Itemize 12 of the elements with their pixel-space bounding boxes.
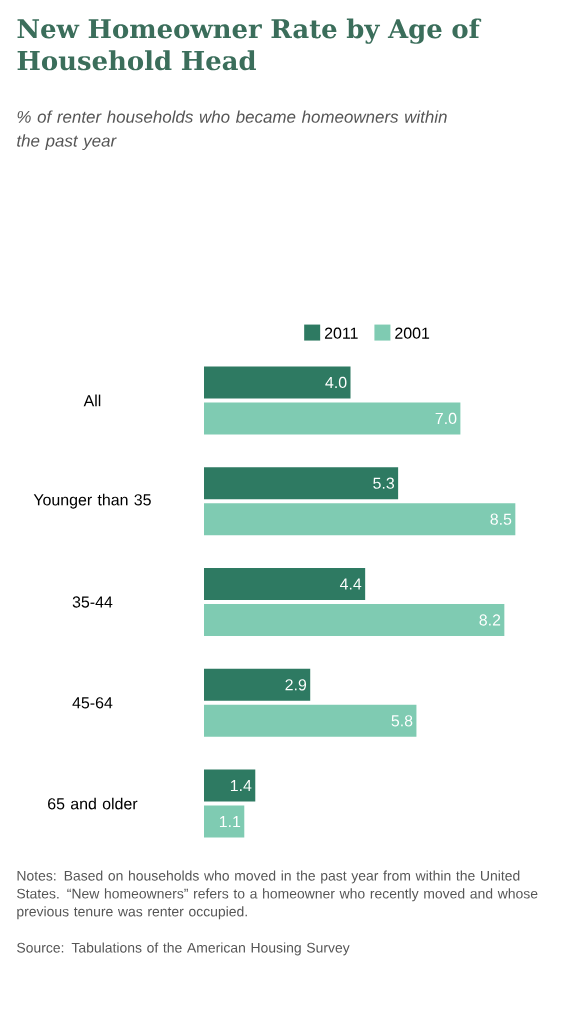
bar [204,604,505,636]
bar [204,704,417,737]
chart-subtitle: % of renter households who became homeowners within the past year [17,110,447,151]
bar [204,467,399,500]
bar [204,668,311,701]
bar [204,503,516,536]
chart-title: New Homeowner Rate by Age of Household Head [17,18,482,71]
bar [204,366,351,399]
bar [204,402,461,435]
bar [204,568,366,600]
bar [204,805,245,838]
bar [204,769,256,802]
